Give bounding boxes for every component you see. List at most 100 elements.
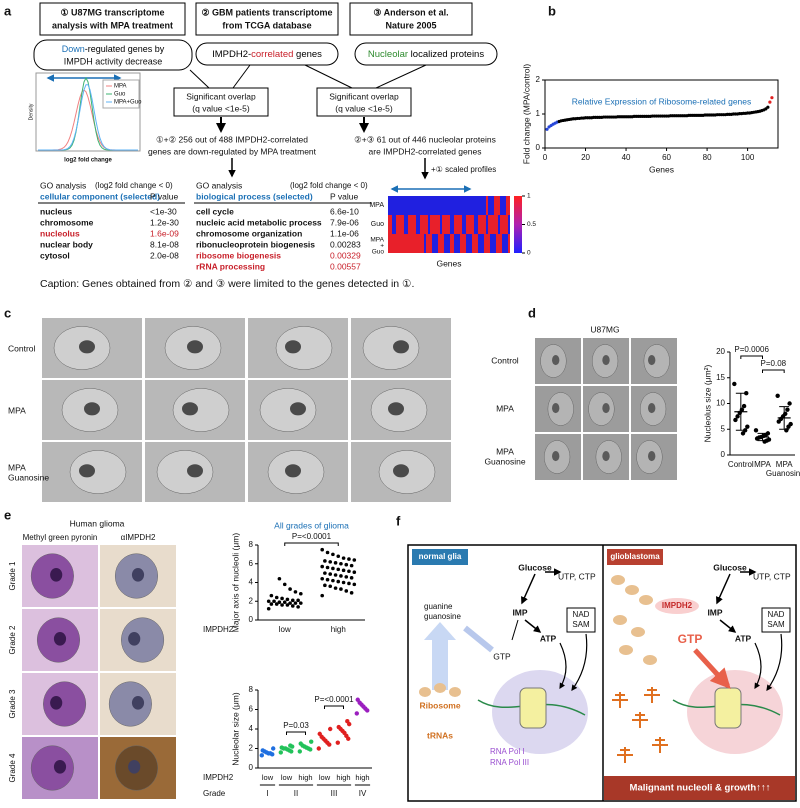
label: MPA bbox=[370, 237, 384, 244]
label: NAD bbox=[573, 610, 590, 619]
grade-label: III bbox=[331, 789, 338, 798]
heat-cell bbox=[486, 196, 488, 215]
point bbox=[776, 419, 781, 424]
arrow bbox=[521, 573, 536, 605]
heat-cell bbox=[460, 196, 462, 215]
point bbox=[347, 581, 351, 586]
heat-cell bbox=[454, 196, 456, 215]
nucleolus bbox=[131, 567, 145, 582]
heat-cell bbox=[500, 215, 502, 234]
heat-cell bbox=[504, 196, 506, 215]
heat-cell bbox=[406, 234, 408, 253]
grade-label: IV bbox=[359, 789, 367, 798]
heat-cell bbox=[490, 234, 492, 253]
point bbox=[309, 739, 314, 744]
point bbox=[266, 599, 271, 604]
bracket bbox=[286, 731, 306, 735]
nucleolus bbox=[602, 355, 610, 366]
connector bbox=[189, 69, 210, 89]
point bbox=[271, 746, 276, 751]
point bbox=[331, 578, 335, 583]
nucleolus bbox=[393, 464, 409, 478]
heat-cell bbox=[442, 234, 444, 253]
point bbox=[296, 598, 300, 603]
heat-cell bbox=[398, 196, 400, 215]
heat-cell bbox=[430, 196, 432, 215]
connector bbox=[375, 64, 427, 89]
heat-cell bbox=[476, 196, 478, 215]
point bbox=[347, 569, 351, 574]
heat-cell bbox=[480, 196, 482, 215]
heat-cell bbox=[414, 234, 416, 253]
heat-cell bbox=[508, 215, 510, 234]
heat-cell bbox=[396, 215, 398, 234]
highlight: Nucleolar bbox=[368, 49, 408, 60]
nucleus bbox=[30, 745, 74, 791]
arrow bbox=[524, 619, 542, 633]
heat-cell bbox=[388, 215, 390, 234]
heat-cell bbox=[468, 196, 470, 215]
nucleolus bbox=[79, 464, 95, 478]
point bbox=[786, 424, 791, 429]
heat-cell bbox=[394, 196, 396, 215]
point bbox=[344, 589, 349, 593]
point bbox=[770, 96, 774, 100]
label: Guanosine bbox=[484, 456, 525, 466]
point bbox=[339, 561, 343, 566]
point bbox=[277, 576, 282, 581]
heat-cell bbox=[418, 196, 420, 215]
y-tick-label: 2 bbox=[536, 75, 541, 84]
density-curve bbox=[38, 84, 138, 151]
text: -regulated genes by bbox=[85, 44, 165, 54]
heat-cell bbox=[446, 234, 448, 253]
point bbox=[331, 566, 335, 571]
y-tick-label: 1 bbox=[536, 109, 541, 118]
nucleus bbox=[172, 388, 230, 432]
chart-title: Relative Expression of Ribosome-related … bbox=[572, 96, 752, 106]
label: Significant overlap bbox=[186, 91, 256, 101]
heat-cell bbox=[450, 196, 452, 215]
heat-cell bbox=[448, 234, 450, 253]
heat-cell bbox=[500, 234, 502, 253]
label: Grade 4 bbox=[8, 753, 17, 782]
heat-cell bbox=[472, 196, 474, 215]
heat-cell bbox=[394, 215, 396, 234]
heat-cell bbox=[388, 196, 390, 215]
label: from TCGA database bbox=[222, 20, 311, 30]
label: normal glia bbox=[419, 552, 462, 561]
point bbox=[278, 750, 283, 755]
trna-icon bbox=[644, 687, 660, 703]
nucleolus bbox=[552, 355, 560, 366]
category-label: MPA Guanosine bbox=[764, 460, 800, 478]
nucleus bbox=[588, 392, 615, 426]
box bbox=[566, 607, 596, 633]
heat-cell bbox=[406, 215, 408, 234]
heat-cell bbox=[470, 215, 472, 234]
heat-cell bbox=[432, 234, 434, 253]
point bbox=[336, 567, 341, 572]
heat-cell bbox=[424, 196, 426, 215]
point bbox=[288, 587, 292, 591]
y-axis-label: Nucleolar size (μm) bbox=[230, 692, 240, 766]
heat-cell bbox=[504, 215, 506, 234]
heat-cell bbox=[494, 215, 496, 234]
p-value: 7.9e-06 bbox=[330, 217, 359, 227]
heat-cell bbox=[490, 196, 492, 215]
colorbar-label: 1 bbox=[527, 193, 531, 200]
heat-cell bbox=[396, 196, 398, 215]
point bbox=[349, 591, 354, 595]
flow-arrow bbox=[424, 622, 456, 690]
point bbox=[282, 600, 287, 604]
box bbox=[39, 2, 186, 36]
point bbox=[272, 599, 276, 604]
label: Guo bbox=[371, 221, 384, 228]
y-tick-label: 6 bbox=[249, 705, 254, 714]
y-tick-label: 0 bbox=[721, 450, 726, 459]
heat-cell bbox=[390, 196, 392, 215]
arrow bbox=[719, 619, 737, 633]
point bbox=[735, 414, 740, 419]
heat-cell bbox=[460, 215, 462, 234]
sd-bar bbox=[735, 392, 746, 431]
gene-set: IMPDH2-correlated genes bbox=[212, 49, 322, 60]
nucleolus bbox=[552, 451, 560, 462]
